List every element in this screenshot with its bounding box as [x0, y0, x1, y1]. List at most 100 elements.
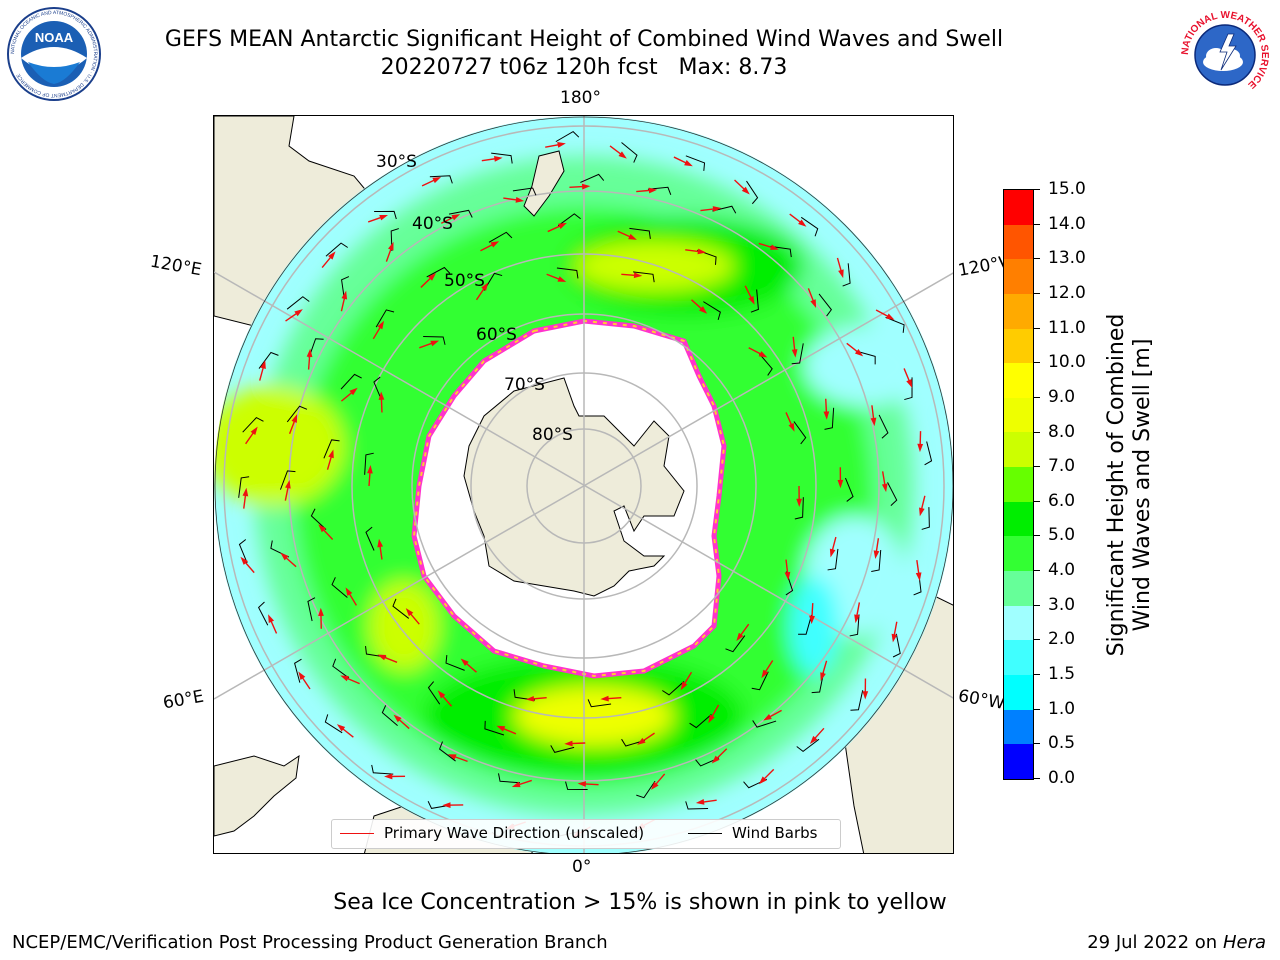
- wind-barb: [758, 353, 773, 376]
- wave-arrow-head: [240, 556, 249, 565]
- wind-barb: [491, 152, 513, 164]
- wave-arrow-head: [837, 479, 844, 489]
- wind-barb: [621, 738, 646, 747]
- wave-arrow-head: [885, 313, 895, 320]
- colorbar-tick: 8.0: [1034, 421, 1094, 442]
- legend-label-wind-barbs: Wind Barbs: [732, 824, 818, 842]
- wave-arrow-head: [820, 672, 826, 681]
- wave-arrow-head: [633, 272, 643, 279]
- wind-barb: [685, 155, 706, 171]
- wave-arrow-head: [881, 483, 888, 493]
- colorbar-tick-label: 15.0: [1048, 179, 1086, 199]
- colorbar-tick-label: 8.0: [1048, 421, 1076, 442]
- colorbar-tick: 2.0: [1034, 631, 1094, 648]
- colorbar-tick-label: 3.0: [1048, 594, 1076, 615]
- wind-barb: [850, 690, 864, 711]
- wave-arrow-head: [712, 206, 722, 212]
- footer-branch: NCEP/EMC/Verification Post Processing Pr…: [12, 932, 608, 953]
- wave-arrow-head: [748, 295, 755, 305]
- wind-barb: [279, 470, 296, 490]
- wave-arrow-head: [618, 151, 627, 159]
- wave-arrow-head: [854, 348, 864, 357]
- wave-arrow-head: [318, 607, 324, 617]
- wind-barb: [429, 175, 453, 184]
- wind-barb: [887, 482, 898, 506]
- wave-arrow-head: [763, 713, 772, 721]
- wave-arrow-head: [430, 340, 440, 347]
- noaa-logo: NOAA NATIONAL OCEANIC AND ATMOSPHERIC AD…: [7, 7, 101, 101]
- wind-barb: [498, 773, 521, 784]
- wind-barb: [323, 439, 340, 459]
- wind-barb: [633, 271, 655, 283]
- footer-date: 29 Jul 2022 on: [1087, 932, 1218, 953]
- wind-barb: [750, 289, 759, 313]
- wave-arrows: [240, 142, 926, 838]
- wave-arrow-head: [823, 411, 830, 420]
- colorbar-segment: [1004, 605, 1033, 641]
- wave-arrow-head: [294, 309, 303, 317]
- wind-barb: [842, 263, 851, 287]
- wave-arrow-head: [511, 781, 521, 788]
- wind-barb: [340, 373, 362, 390]
- wind-barb: [426, 266, 451, 278]
- wind-barb: [689, 714, 712, 729]
- wave-arrow-head: [393, 714, 402, 723]
- wave-arrow-head: [708, 714, 715, 724]
- wind-barb: [824, 407, 835, 430]
- lat-label-30s: 30°S: [376, 152, 417, 172]
- wind-barb: [794, 497, 804, 520]
- wave-arrow-head: [341, 290, 348, 300]
- map-legend: Primary Wave Direction (unscaled) Wind B…: [331, 819, 841, 849]
- colorbar-tick-label: 0.5: [1048, 733, 1076, 754]
- colorbar-label-text: Significant Height of Combined Wind Wave…: [1104, 313, 1155, 657]
- lon-label-60w: 60°W: [956, 686, 1007, 714]
- wind-barb: [827, 548, 839, 571]
- wind-barb: [310, 508, 327, 530]
- wave-arrow-head: [557, 142, 566, 148]
- wave-arrow-head: [384, 773, 393, 780]
- colorbar-segment: [1004, 293, 1033, 329]
- colorbar-tick-label: 0.0: [1048, 768, 1076, 788]
- wave-arrow-head: [809, 615, 815, 625]
- wind-barb: [238, 476, 250, 498]
- colorbar-tick-label: 11.0: [1048, 317, 1086, 338]
- map-canvas: [214, 116, 953, 853]
- wind-barb: [286, 296, 310, 310]
- wind-barb: [257, 601, 269, 626]
- wind-barb: [512, 187, 537, 196]
- wave-arrow-head: [405, 608, 414, 617]
- colorbar-tick-label: 10.0: [1048, 352, 1086, 373]
- title-line-1: GEFS MEAN Antarctic Significant Height o…: [164, 27, 1004, 52]
- wave-arrow-head: [917, 443, 924, 453]
- wave-arrow-head: [336, 724, 346, 732]
- colorbar-tick: 4.0: [1034, 562, 1094, 579]
- wind-barb: [242, 416, 264, 433]
- colorbar-segment: [1004, 501, 1033, 537]
- wind-barb: [647, 186, 672, 195]
- wind-barb: [703, 301, 721, 320]
- wave-arrow-head: [442, 802, 451, 808]
- colorbar-segment: [1004, 259, 1033, 294]
- legend-swatch-black: [688, 832, 722, 834]
- wind-barb: [427, 681, 441, 705]
- footer-machine: Hera: [1222, 932, 1266, 953]
- wind-barb: [448, 209, 473, 218]
- wind-barb: [488, 231, 513, 243]
- footer-timestamp: 29 Jul 2022 on Hera: [1087, 932, 1266, 953]
- wave-arrow-head: [557, 276, 567, 282]
- wind-barb: [849, 614, 860, 637]
- wave-arrow-head: [496, 725, 506, 732]
- colorbar-tick: 10.0: [1034, 352, 1094, 373]
- wave-arrow-head: [460, 658, 469, 667]
- wind-barb: [621, 142, 638, 163]
- wave-arrow-head: [349, 387, 358, 396]
- wave-arrow-head: [637, 737, 646, 745]
- wave-arrow-head: [388, 241, 394, 251]
- wind-barb: [752, 720, 777, 728]
- wind-barb: [662, 681, 685, 696]
- wind-barb: [238, 539, 248, 564]
- wave-arrow-head: [250, 426, 258, 436]
- wave-arrow-head: [451, 214, 461, 221]
- wave-arrow-head: [577, 781, 587, 787]
- wind-barb: [712, 205, 737, 214]
